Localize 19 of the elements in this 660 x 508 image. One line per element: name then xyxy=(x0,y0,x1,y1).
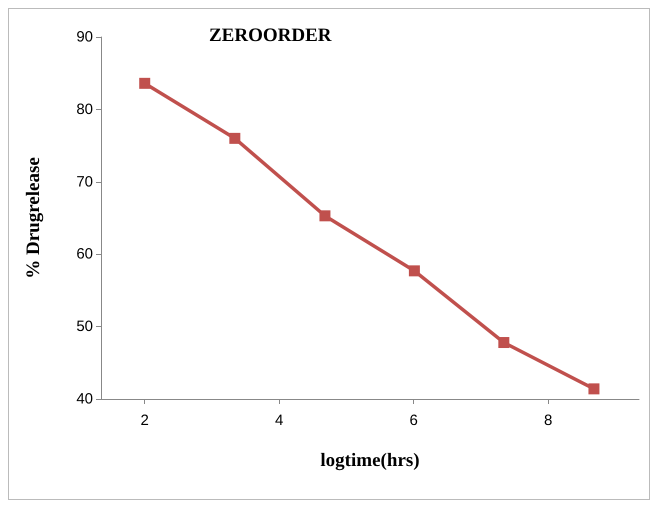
x-tick-label: 4 xyxy=(275,412,284,429)
y-tick-label: 60 xyxy=(76,246,93,263)
point xyxy=(588,383,600,394)
y-axis-title: % Drugrelease xyxy=(23,157,44,279)
y-tick-label: 90 xyxy=(76,28,93,46)
point xyxy=(229,132,240,144)
y-tick-label: 70 xyxy=(76,173,93,190)
point xyxy=(319,210,330,222)
x-axis-title: logtime(hrs) xyxy=(320,450,420,471)
x-tick-label: 2 xyxy=(140,412,149,429)
chart-title: ZEROORDER xyxy=(209,25,332,46)
point xyxy=(408,265,420,276)
point xyxy=(498,337,510,348)
y-tick-label: 80 xyxy=(76,100,93,118)
x-tick-label: 8 xyxy=(544,412,552,429)
x-tick-label: 6 xyxy=(410,412,418,429)
point xyxy=(139,78,150,89)
y-tick-label: 40 xyxy=(76,390,93,408)
y-tick-label: 50 xyxy=(76,318,93,336)
